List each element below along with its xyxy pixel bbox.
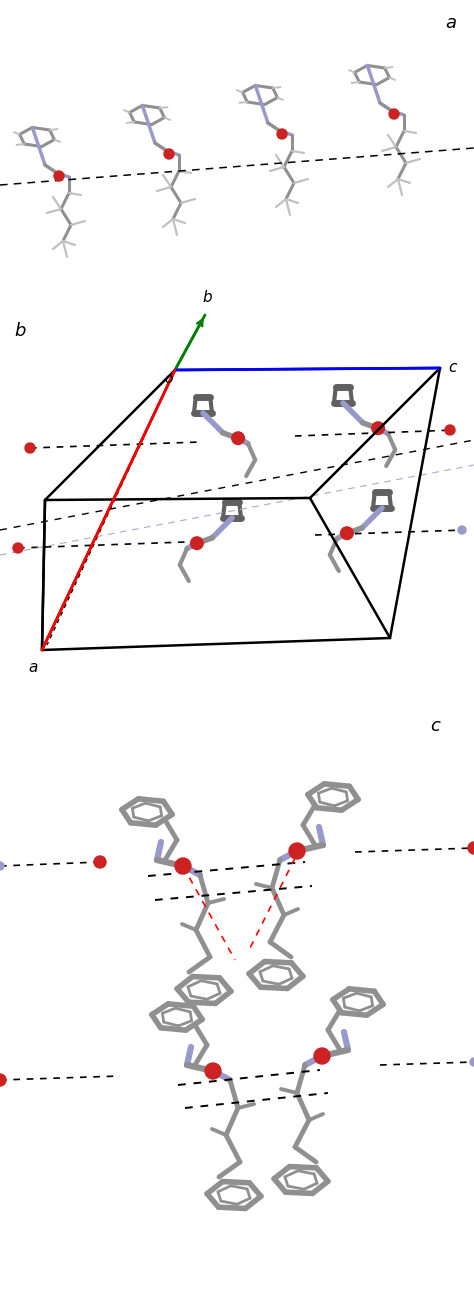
Text: o: o [164, 372, 173, 386]
Circle shape [232, 432, 245, 445]
Circle shape [0, 862, 4, 870]
Circle shape [0, 1074, 6, 1086]
Text: b: b [14, 322, 26, 341]
Text: b: b [202, 290, 212, 305]
Circle shape [468, 842, 474, 854]
Circle shape [289, 842, 305, 859]
Circle shape [314, 1048, 330, 1063]
Circle shape [389, 109, 399, 120]
Text: a: a [445, 14, 456, 32]
Circle shape [13, 543, 23, 552]
Text: c: c [448, 360, 456, 376]
Circle shape [277, 129, 287, 139]
Circle shape [94, 855, 106, 868]
Circle shape [54, 172, 64, 181]
Text: c: c [430, 718, 440, 734]
Circle shape [25, 443, 35, 452]
Circle shape [341, 526, 353, 539]
Circle shape [470, 1058, 474, 1066]
Circle shape [164, 150, 174, 159]
Circle shape [191, 537, 203, 550]
Circle shape [175, 858, 191, 874]
Circle shape [445, 425, 455, 436]
Circle shape [205, 1063, 221, 1079]
Text: a: a [28, 660, 38, 675]
Circle shape [458, 526, 466, 534]
Circle shape [372, 422, 384, 434]
